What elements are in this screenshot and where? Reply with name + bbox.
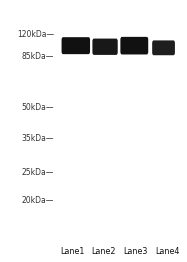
Text: Lane4: Lane4 — [155, 247, 180, 256]
FancyBboxPatch shape — [92, 39, 118, 55]
Text: Lane1: Lane1 — [60, 247, 84, 256]
FancyBboxPatch shape — [120, 37, 148, 54]
FancyBboxPatch shape — [152, 40, 175, 55]
Text: 35kDa—: 35kDa— — [22, 134, 54, 143]
Text: 25kDa—: 25kDa— — [22, 168, 54, 177]
Text: 85kDa—: 85kDa— — [22, 52, 54, 61]
Text: Lane3: Lane3 — [123, 247, 148, 256]
Text: 120kDa—: 120kDa— — [17, 30, 54, 39]
FancyBboxPatch shape — [62, 37, 90, 54]
Text: 50kDa—: 50kDa— — [22, 103, 54, 112]
Text: 20kDa—: 20kDa— — [22, 196, 54, 205]
Text: Lane2: Lane2 — [91, 247, 116, 256]
